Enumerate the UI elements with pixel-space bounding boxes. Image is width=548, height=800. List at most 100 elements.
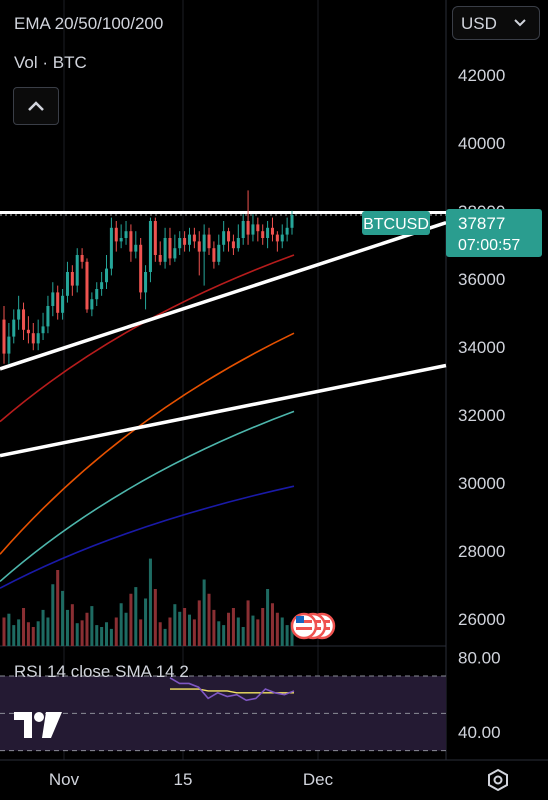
- candle-body: [61, 295, 65, 313]
- volume-bar: [80, 620, 84, 646]
- candle-body: [36, 333, 40, 344]
- candle-body: [266, 227, 270, 238]
- volume-bar: [26, 622, 30, 646]
- volume-bar: [241, 627, 245, 646]
- candle-body: [70, 272, 74, 286]
- volume-bar: [158, 622, 162, 646]
- price-tick-label: 28000: [458, 542, 505, 561]
- volume-bar: [17, 619, 21, 646]
- volume-bar: [36, 621, 40, 646]
- rsi-pane[interactable]: 80.00 40.00: [0, 648, 501, 752]
- candle-body: [51, 292, 55, 306]
- candle-body: [46, 306, 50, 327]
- candle-body: [217, 244, 221, 262]
- candle-body: [212, 248, 216, 262]
- volume-bar: [266, 589, 270, 646]
- candle-body: [285, 227, 289, 235]
- candle-body: [129, 231, 133, 252]
- candle-body: [12, 319, 16, 337]
- currency-value: USD: [461, 14, 497, 33]
- price-tick-label: 42000: [458, 66, 505, 85]
- volume-bar: [280, 617, 284, 646]
- volume-bar: [173, 604, 177, 646]
- volume-bar: [275, 612, 279, 646]
- candle-body: [100, 282, 104, 289]
- indicator-legend[interactable]: EMA 20/50/100/200: [14, 14, 164, 33]
- volume-bar: [75, 623, 79, 646]
- volume-bar: [202, 579, 206, 646]
- candle-body: [168, 238, 172, 259]
- candle-body: [22, 309, 26, 330]
- price-tag-countdown: 07:00:57: [458, 237, 520, 254]
- candle-body: [163, 238, 167, 262]
- flag-stripe: [296, 627, 312, 630]
- volume-legend[interactable]: Vol · BTC: [14, 53, 87, 72]
- candle-body: [119, 238, 123, 242]
- volume-bar: [183, 608, 187, 646]
- volume-bar: [251, 615, 255, 646]
- candle-body: [17, 309, 21, 320]
- candle-body: [7, 336, 11, 354]
- volume-bar: [7, 613, 11, 646]
- price-tick-label: 30000: [458, 474, 505, 493]
- volume-bar: [109, 628, 113, 646]
- volume-bar: [261, 608, 265, 646]
- candle-body: [80, 255, 84, 262]
- price-tick-label: 26000: [458, 610, 505, 629]
- volume-bar: [187, 614, 192, 646]
- candle-body: [197, 241, 201, 252]
- price-tick-label: 36000: [458, 270, 505, 289]
- candles: [2, 190, 294, 364]
- volume-bar: [114, 617, 118, 646]
- chevron-up-icon: [28, 101, 44, 111]
- ema-lines: [0, 254, 295, 589]
- volume-bar: [95, 625, 99, 646]
- candle-body: [231, 241, 235, 249]
- volume-bar: [231, 608, 235, 646]
- candle-body: [280, 234, 284, 242]
- volume-bar: [163, 628, 167, 646]
- settings-hexagon-icon[interactable]: [486, 768, 510, 792]
- price-tick-label: 32000: [458, 406, 505, 425]
- candle-body: [207, 234, 211, 249]
- volume-bar: [236, 617, 240, 646]
- candle-body: [124, 231, 128, 238]
- candle-body: [227, 231, 231, 242]
- price-tag-symbol: BTCUSD: [363, 216, 429, 233]
- volume-bar: [104, 622, 109, 646]
- volume-bar: [178, 611, 182, 646]
- candle-body: [104, 268, 109, 283]
- volume-bar: [168, 617, 172, 646]
- volume-bar: [56, 570, 60, 646]
- candle-body: [109, 227, 113, 269]
- us-flag-event-icon[interactable]: [290, 612, 336, 640]
- volume-bar: [227, 612, 231, 646]
- candle-body: [134, 244, 138, 252]
- candle-body: [139, 244, 143, 293]
- volume-bar: [222, 625, 226, 646]
- rsi-tick-label: 80.00: [458, 648, 501, 667]
- time-axis[interactable]: Nov 15 Dec: [49, 770, 334, 789]
- ema-line: [0, 410, 295, 583]
- ema-line: [0, 254, 295, 423]
- volume-bar: [192, 619, 196, 646]
- candle-body: [178, 238, 182, 249]
- volume-bar: [217, 621, 221, 646]
- candle-body: [114, 227, 118, 242]
- volume-bar: [85, 612, 89, 646]
- time-tick-label: Dec: [303, 770, 334, 789]
- tradingview-logo-icon: [14, 712, 62, 738]
- price-axis[interactable]: 2600028000300003200034000360003800040000…: [458, 66, 505, 629]
- candle-body: [236, 238, 240, 249]
- candle-body: [241, 221, 245, 238]
- ascending-trendline: [0, 221, 447, 371]
- currency-select[interactable]: USD: [452, 6, 540, 40]
- rsi-legend[interactable]: RSI 14 close SMA 14 2: [14, 662, 189, 681]
- candle-body: [290, 214, 294, 228]
- collapse-legend-button[interactable]: [13, 87, 59, 125]
- candle-body: [144, 272, 148, 293]
- volume-bar: [134, 587, 138, 646]
- candle-body: [41, 326, 45, 334]
- volume-bar: [41, 609, 45, 646]
